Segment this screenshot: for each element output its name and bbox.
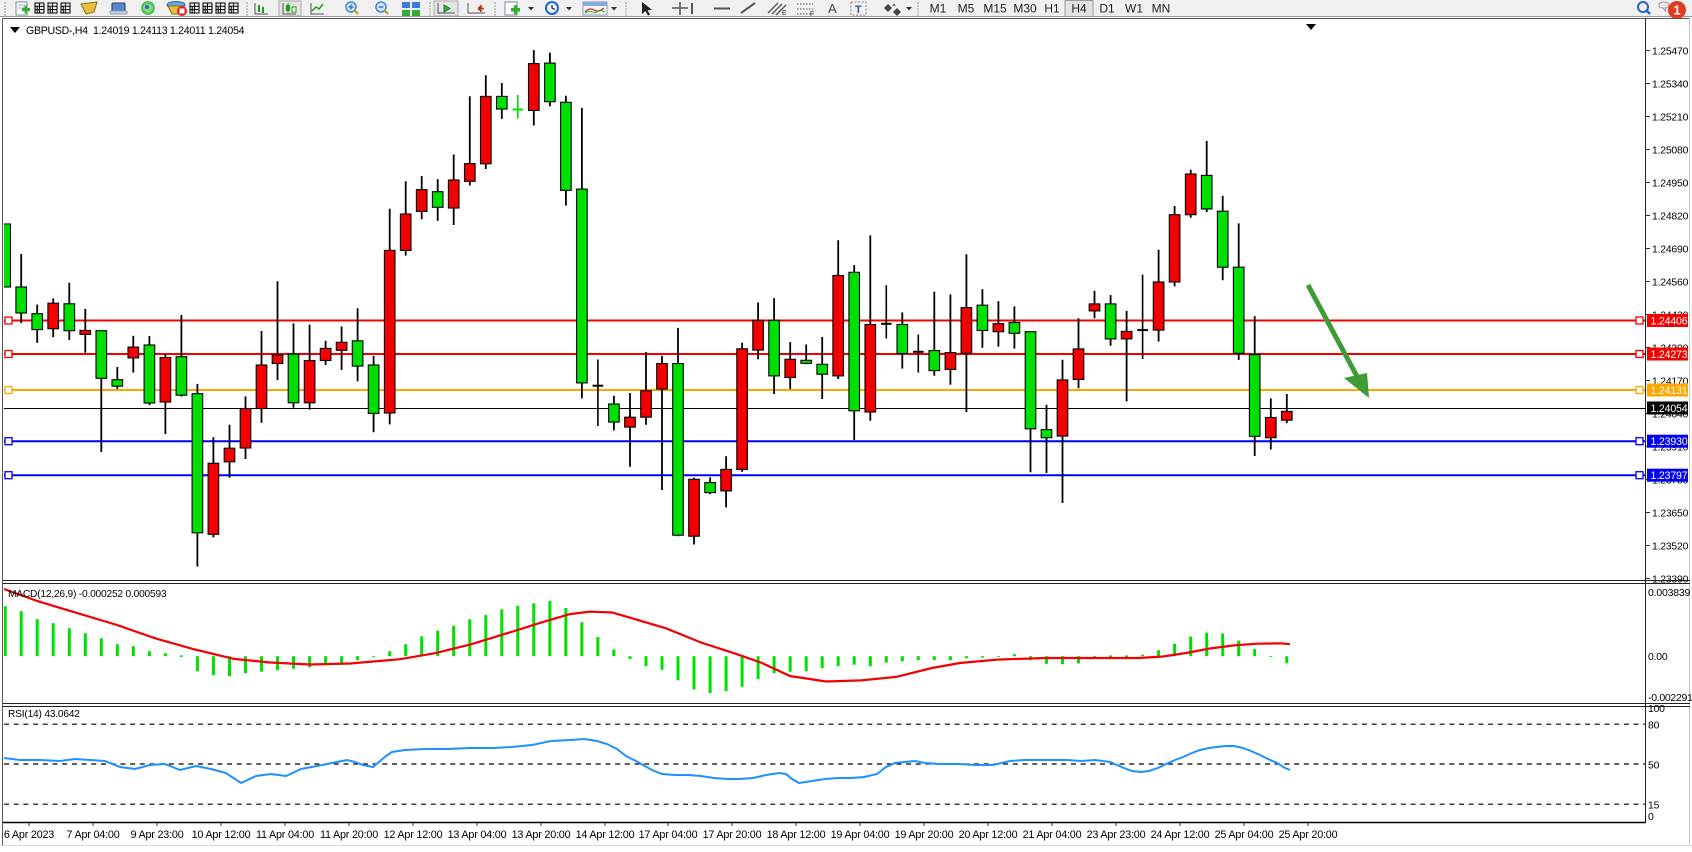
svg-text:1.23797: 1.23797	[1651, 470, 1688, 482]
svg-text:MN: MN	[1152, 2, 1171, 16]
svg-text:D1: D1	[1099, 2, 1115, 16]
svg-text:M15: M15	[983, 2, 1007, 16]
svg-text:25 Apr 04:00: 25 Apr 04:00	[1215, 829, 1274, 841]
svg-text:H4: H4	[1071, 2, 1087, 16]
svg-text:19 Apr 04:00: 19 Apr 04:00	[831, 829, 890, 841]
svg-text:11 Apr 04:00: 11 Apr 04:00	[256, 829, 314, 841]
svg-text:50: 50	[1648, 761, 1660, 772]
svg-text:F: F	[810, 11, 814, 18]
svg-text:1.24820: 1.24820	[1652, 212, 1689, 223]
svg-text:GBPUSD-,H4 1.24019 1.24113 1.: GBPUSD-,H4 1.24019 1.24113 1.24011 1.240…	[26, 25, 245, 37]
svg-text:H1: H1	[1044, 2, 1060, 16]
svg-text:E: E	[782, 10, 787, 17]
svg-text:1.25080: 1.25080	[1652, 146, 1689, 157]
svg-text:20 Apr 12:00: 20 Apr 12:00	[959, 829, 1018, 841]
svg-text:1.23910: 1.23910	[1652, 443, 1689, 454]
svg-text:7 Apr 04:00: 7 Apr 04:00	[66, 829, 119, 841]
svg-text:24 Apr 12:00: 24 Apr 12:00	[1151, 829, 1210, 841]
svg-text:W1: W1	[1125, 2, 1143, 16]
svg-text:M1: M1	[930, 2, 947, 16]
svg-text:15: 15	[1648, 801, 1660, 812]
svg-text:1.25470: 1.25470	[1652, 47, 1689, 58]
svg-text:1.24560: 1.24560	[1652, 278, 1689, 289]
svg-text:-0.002291: -0.002291	[1648, 692, 1692, 704]
svg-text:1.24690: 1.24690	[1652, 245, 1689, 256]
svg-text:19 Apr 20:00: 19 Apr 20:00	[895, 829, 954, 841]
svg-text:1.24273: 1.24273	[1651, 349, 1688, 361]
svg-text:13 Apr 04:00: 13 Apr 04:00	[448, 829, 507, 841]
svg-text:1.23930: 1.23930	[1651, 436, 1688, 448]
svg-text:17 Apr 04:00: 17 Apr 04:00	[639, 829, 698, 841]
svg-text:1.24406: 1.24406	[1651, 316, 1688, 328]
svg-text:25 Apr 20:00: 25 Apr 20:00	[1279, 829, 1338, 841]
svg-text:M30: M30	[1013, 2, 1037, 16]
svg-text:18 Apr 12:00: 18 Apr 12:00	[767, 829, 826, 841]
svg-text:1.25210: 1.25210	[1652, 113, 1689, 124]
svg-text:1.25340: 1.25340	[1652, 80, 1689, 91]
svg-text:T: T	[855, 4, 862, 16]
svg-text:M5: M5	[958, 2, 975, 16]
svg-text:1.23650: 1.23650	[1652, 509, 1689, 520]
svg-text:0: 0	[1648, 812, 1654, 823]
svg-text:1.24054: 1.24054	[1651, 403, 1688, 415]
svg-text:RSI(14) 43.0642: RSI(14) 43.0642	[8, 709, 80, 720]
svg-text:1.24040: 1.24040	[1652, 410, 1689, 421]
svg-text:1.24950: 1.24950	[1652, 179, 1689, 190]
svg-text:1.23520: 1.23520	[1652, 542, 1689, 553]
svg-text:13 Apr 20:00: 13 Apr 20:00	[512, 829, 571, 841]
svg-text:MACD(12,26,9) -0.000252 0.0005: MACD(12,26,9) -0.000252 0.000593	[8, 589, 167, 600]
svg-text:6 Apr 2023: 6 Apr 2023	[4, 829, 54, 841]
svg-text:11 Apr 20:00: 11 Apr 20:00	[320, 829, 378, 841]
svg-text:0.00: 0.00	[1648, 652, 1668, 663]
svg-text:17 Apr 20:00: 17 Apr 20:00	[703, 829, 762, 841]
svg-text:9 Apr 23:00: 9 Apr 23:00	[130, 829, 183, 841]
svg-text:10 Apr 12:00: 10 Apr 12:00	[192, 829, 251, 841]
svg-text:100: 100	[1648, 704, 1665, 715]
svg-text:23 Apr 23:00: 23 Apr 23:00	[1087, 829, 1146, 841]
svg-text:1.24170: 1.24170	[1652, 377, 1689, 388]
svg-text:21 Apr 04:00: 21 Apr 04:00	[1023, 829, 1082, 841]
svg-text:1: 1	[1673, 3, 1680, 18]
svg-text:A: A	[828, 1, 837, 16]
svg-text:14 Apr 12:00: 14 Apr 12:00	[576, 829, 635, 841]
svg-text:80: 80	[1648, 721, 1660, 732]
svg-text:1.24131: 1.24131	[1651, 385, 1688, 397]
svg-text:1.23390: 1.23390	[1652, 575, 1689, 586]
svg-text:0.003839: 0.003839	[1648, 587, 1691, 599]
svg-text:12 Apr 12:00: 12 Apr 12:00	[384, 829, 443, 841]
